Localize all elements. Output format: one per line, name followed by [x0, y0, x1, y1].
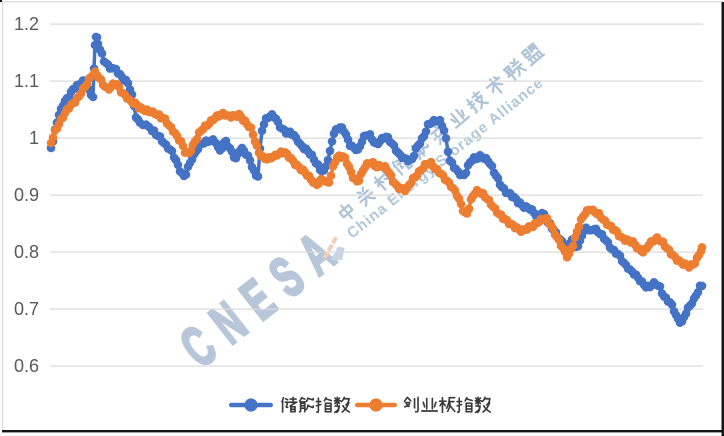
svg-text:1: 1 — [29, 128, 39, 148]
svg-text:0.9: 0.9 — [14, 185, 39, 205]
svg-text:0.7: 0.7 — [14, 299, 39, 319]
svg-text:0.8: 0.8 — [14, 242, 39, 262]
svg-text:1.1: 1.1 — [14, 71, 39, 91]
svg-text:0.6: 0.6 — [14, 356, 39, 376]
svg-text:1.2: 1.2 — [14, 14, 39, 34]
